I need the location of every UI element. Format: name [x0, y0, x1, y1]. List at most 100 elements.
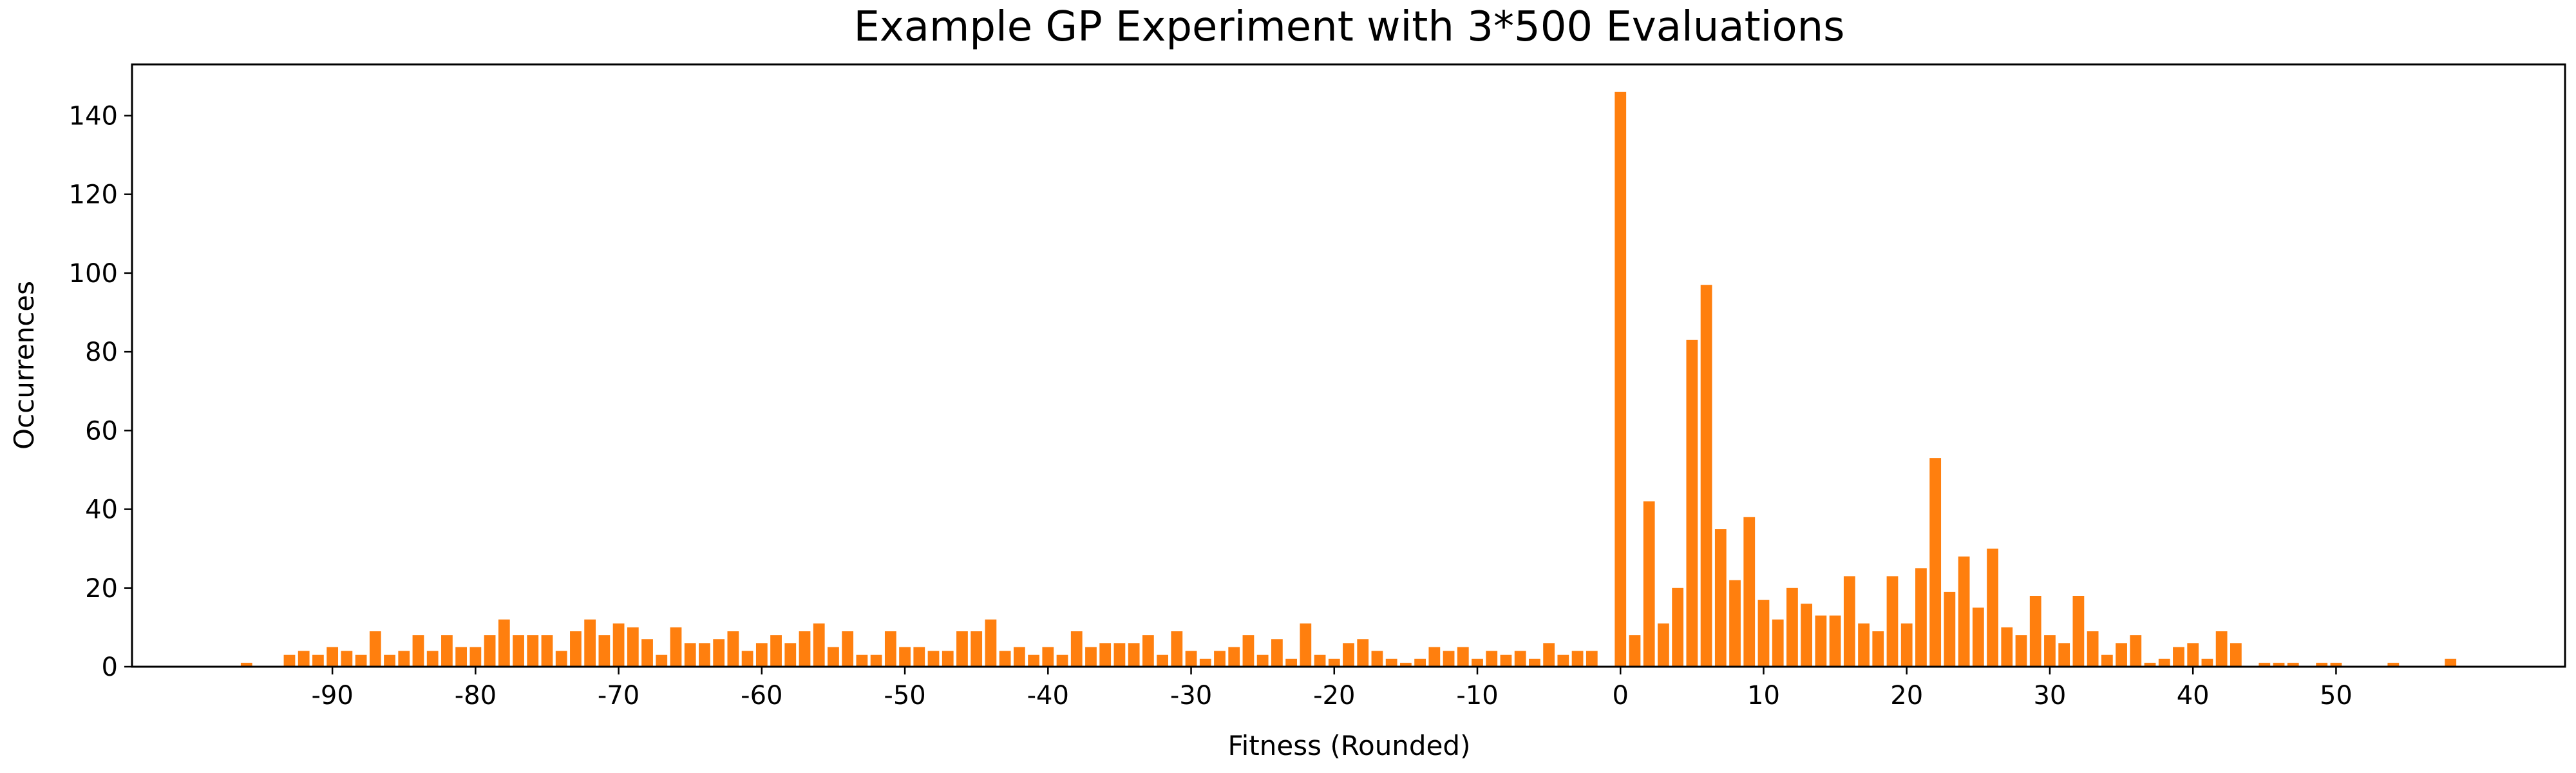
bar	[842, 631, 854, 667]
bar	[240, 662, 252, 667]
bar	[1142, 635, 1154, 667]
bar	[312, 654, 324, 667]
bar	[441, 635, 453, 667]
x-tick-label: -60	[741, 681, 782, 711]
bar	[555, 651, 567, 667]
bar	[1128, 643, 1140, 667]
bar	[570, 631, 582, 667]
bar	[1786, 587, 1798, 667]
bar	[1214, 651, 1226, 667]
bar	[484, 635, 496, 667]
y-tick-label: 140	[69, 101, 118, 131]
bar	[899, 647, 911, 667]
x-tick-label: -30	[1170, 681, 1212, 711]
bar	[2001, 627, 2013, 667]
bar	[1658, 623, 1669, 667]
bar	[1099, 643, 1112, 667]
bar	[1743, 517, 1756, 667]
bar	[1900, 623, 1913, 667]
bar	[1472, 658, 1483, 667]
x-tick-label: 0	[1613, 681, 1629, 711]
bar	[1042, 647, 1054, 667]
bar	[1643, 501, 1655, 667]
y-tick-label: 100	[69, 259, 118, 289]
y-tick-label: 0	[102, 653, 118, 682]
bar	[527, 635, 539, 667]
bar	[541, 635, 553, 667]
bar	[355, 654, 367, 667]
bar	[927, 651, 940, 667]
y-tick-label: 20	[85, 574, 118, 604]
x-tick-label: -80	[455, 681, 497, 711]
bar	[1929, 458, 1942, 667]
bar	[1987, 548, 1998, 667]
bar	[1729, 580, 1741, 667]
chart-title: Example GP Experiment with 3*500 Evaluat…	[853, 3, 1844, 51]
x-tick-label: 10	[1747, 681, 1780, 711]
plot-frame	[131, 63, 2566, 668]
bar	[1714, 529, 1727, 667]
bar	[1371, 651, 1383, 667]
bar	[1285, 658, 1297, 667]
bar	[283, 654, 296, 667]
bar	[699, 643, 710, 667]
bar	[327, 647, 339, 667]
bar	[1571, 651, 1584, 667]
bar	[1271, 639, 1283, 667]
bar	[2101, 654, 2113, 667]
bar	[1700, 285, 1712, 667]
bar	[870, 654, 882, 667]
bar	[1314, 654, 1326, 667]
bar	[684, 643, 696, 667]
bar	[426, 651, 439, 667]
bar	[1772, 619, 1784, 667]
bar	[1414, 658, 1426, 667]
bar	[2087, 631, 2099, 667]
bar	[1915, 568, 1927, 667]
bar	[298, 651, 310, 667]
x-tick-label: -10	[1456, 681, 1498, 711]
bar	[1085, 647, 1097, 667]
bar	[1228, 647, 1240, 667]
x-tick-label: 30	[2033, 681, 2066, 711]
bar	[1256, 654, 1269, 667]
bar	[2316, 662, 2328, 667]
bar	[1815, 615, 1827, 667]
bar	[755, 643, 768, 667]
bar	[1486, 651, 1498, 667]
bar	[956, 631, 968, 667]
bar	[2330, 662, 2342, 667]
bar	[770, 635, 782, 667]
bar	[1886, 576, 1899, 667]
bar	[1157, 654, 1168, 667]
bar	[799, 631, 811, 667]
bar	[1543, 643, 1555, 667]
bar	[942, 651, 954, 667]
bar	[856, 654, 868, 667]
y-axis-ticks: 0 20 40 60 80 100 120 140	[69, 101, 132, 682]
bar	[1028, 654, 1039, 667]
bar	[1757, 600, 1770, 667]
bar	[398, 651, 410, 667]
bar	[828, 647, 839, 667]
bar	[2116, 643, 2127, 667]
bar	[2015, 635, 2027, 667]
y-tick-label: 80	[85, 338, 118, 367]
y-tick-label: 60	[85, 416, 118, 446]
bar	[884, 631, 896, 667]
bar	[1629, 635, 1641, 667]
bar	[1972, 607, 1984, 667]
x-tick-label: -20	[1313, 681, 1355, 711]
bar	[1958, 556, 1970, 667]
bar	[971, 631, 983, 667]
x-tick-label: 40	[2177, 681, 2210, 711]
bar	[1872, 631, 1884, 667]
bar	[455, 647, 468, 667]
bar	[513, 635, 524, 667]
y-tick-label: 40	[85, 495, 118, 525]
bar	[1328, 658, 1340, 667]
bar	[1443, 651, 1455, 667]
bar	[584, 619, 596, 667]
bar	[1557, 654, 1569, 667]
bar	[2273, 662, 2285, 667]
